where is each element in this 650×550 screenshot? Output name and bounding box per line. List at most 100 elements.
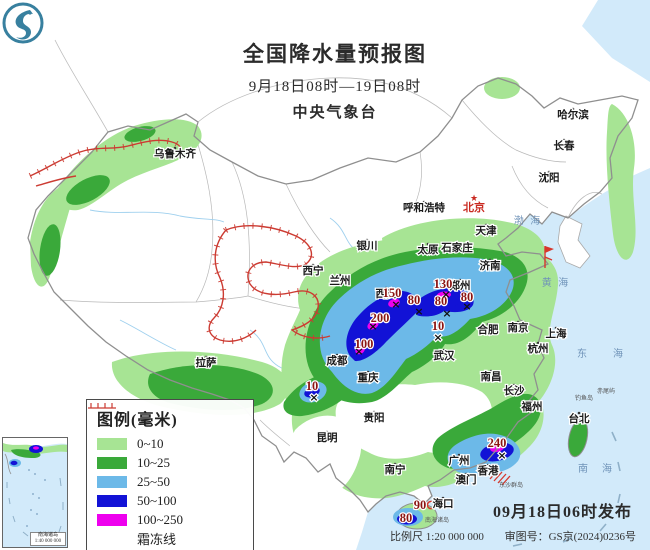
city-dot — [554, 326, 558, 330]
legend-item: 50~100 — [95, 491, 245, 510]
city-dot — [426, 242, 430, 246]
city-label: 郑州 — [450, 279, 471, 292]
china-national-border — [27, 77, 639, 514]
legend-frost-row: 霜冻线 — [88, 403, 245, 548]
inset-scale: 1:40 000 000 — [34, 539, 62, 544]
city-label: 成都 — [327, 354, 348, 367]
legend-item-label: 100~250 — [137, 511, 184, 527]
legend-item-label: 50~100 — [137, 492, 177, 508]
city-dot — [486, 322, 490, 326]
city-label: 济南 — [480, 259, 501, 272]
precip-center-mark: × — [391, 298, 400, 311]
nine-dash-line — [512, 431, 621, 547]
frost-line — [28, 137, 331, 345]
precip-center-value: 200 — [371, 311, 390, 325]
legend-title: 图例(毫米) — [97, 412, 178, 429]
city-label: 海口 — [433, 497, 454, 510]
city-label: 武汉 — [434, 349, 455, 362]
city-label: 南昌 — [481, 370, 502, 383]
city-dot — [455, 240, 459, 244]
inset-title: 南海诸岛 — [37, 533, 58, 538]
city-dot — [489, 369, 493, 373]
city-dot — [204, 355, 208, 359]
city-label: 呼和浩特 — [403, 201, 445, 214]
sea-label: 黄 海 — [542, 276, 571, 289]
precip-center-value: 10 — [432, 319, 445, 333]
legend-item: 0~10 — [95, 434, 245, 453]
city-dot — [325, 430, 329, 434]
legend-swatch — [97, 475, 127, 488]
map-scale-line: 比例尺 1:20 000 000 审图号：GS京(2024)0236号 — [390, 528, 636, 544]
city-dot — [335, 353, 339, 357]
city-dot — [547, 170, 551, 174]
precip-center-value: 80 — [400, 511, 413, 525]
map-scale: 比例尺 1:20 000 000 — [390, 531, 484, 543]
legend-swatch — [97, 513, 127, 526]
city-label: 上海 — [546, 327, 567, 340]
city-label: 重庆 — [358, 371, 379, 384]
sea-label: 东 海 — [577, 347, 625, 360]
city-label: 南宁 — [385, 463, 406, 476]
typhoon-center-icon — [426, 500, 436, 510]
city-dot — [577, 411, 581, 415]
hainan-rain-50-100 — [397, 513, 417, 525]
city-dot — [422, 200, 426, 204]
cma-logo-icon — [2, 2, 44, 44]
city-dot — [173, 146, 177, 150]
island-label: 钓鱼岛 — [575, 394, 593, 402]
korea-peninsula — [557, 215, 591, 269]
city-label: 昆明 — [317, 432, 338, 444]
city-label: 广州 — [449, 454, 470, 467]
city-label: 澳门 — [456, 473, 477, 486]
city-dot — [488, 258, 492, 262]
map-title: 全国降水量预报图 — [243, 42, 427, 66]
precip-center-mark: × — [309, 391, 318, 404]
precip-center-mark: × — [442, 307, 451, 320]
precip-center-mark: × — [462, 300, 471, 313]
island-label: 东沙群岛 — [499, 481, 523, 489]
city-dot — [442, 348, 446, 352]
city-label: 乌鲁木齐 — [154, 147, 196, 160]
precip-center-value: 80 — [435, 294, 448, 308]
city-dot — [457, 453, 461, 457]
sea-label: 渤 海 — [514, 214, 543, 227]
city-dot — [441, 496, 445, 500]
capital-label: 北京 — [463, 200, 485, 214]
city-label: 杭州 — [528, 342, 549, 355]
precip-center-mark: × — [497, 449, 506, 462]
typhoon-hatch-icon — [489, 469, 511, 486]
title-block: 全国降水量预报图 9月18日08时—19日08时 中央气象台 — [145, 38, 525, 122]
city-dot — [536, 341, 540, 345]
precip-center-mark: × — [414, 305, 423, 318]
city-dot — [571, 107, 575, 111]
legend-item: 10~25 — [95, 453, 245, 472]
legend-item-label: 25~50 — [137, 473, 171, 489]
city-dot — [530, 399, 534, 403]
city-dot — [562, 138, 566, 142]
city-dot — [464, 472, 468, 476]
legend-item-label: 10~25 — [137, 454, 171, 470]
frost-line-label: 霜冻线 — [137, 532, 177, 547]
city-dot — [372, 410, 376, 414]
approval-number: 审图号：GS京(2024)0236号 — [504, 531, 636, 543]
island-label: 南海诸岛 — [425, 516, 449, 524]
south-china-sea-inset: 南海诸岛 1:40 000 000 — [2, 437, 68, 548]
capital-star-icon: ★ — [470, 193, 478, 203]
legend-item-label: 0~10 — [137, 435, 164, 451]
wind-barb-icon — [544, 246, 554, 268]
city-label: 银川 — [357, 239, 378, 252]
city-label: 长沙 — [504, 384, 525, 397]
city-dot — [486, 463, 490, 467]
sea-labels: 渤 海黄 海东 海南 海 — [514, 214, 625, 475]
precip-center-value: 10 — [306, 379, 319, 393]
legend-swatch — [97, 437, 127, 450]
precip-center-value: 90 — [414, 498, 427, 512]
legend-item: 25~50 — [95, 472, 245, 491]
city-label: 台北 — [569, 412, 590, 425]
city-label: 沈阳 — [539, 171, 560, 184]
issue-time: 09月18日06时发布 — [492, 504, 632, 521]
city-dot — [393, 462, 397, 466]
